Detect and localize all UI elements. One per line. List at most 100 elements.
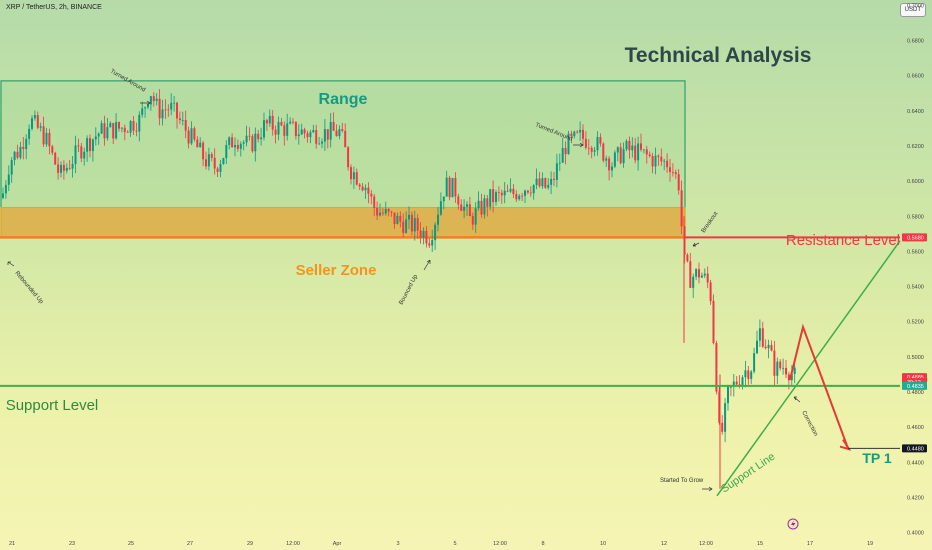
candle-body: [408, 214, 410, 220]
y-tick-label: 0.5000: [907, 355, 924, 361]
annotation-breakout: Breakout: [701, 211, 720, 234]
candle-body: [628, 140, 631, 151]
candle-body: [596, 137, 599, 151]
candle-body: [515, 194, 518, 200]
candle-body: [579, 129, 582, 133]
x-tick-label: 19: [867, 541, 873, 547]
candle-body: [381, 212, 384, 214]
candle-body: [410, 214, 413, 232]
candle-body: [109, 123, 112, 128]
candle-body: [787, 374, 790, 381]
candle-body: [593, 150, 596, 152]
projection-arrowhead: [839, 439, 852, 451]
candle-body: [36, 115, 39, 128]
candle-body: [439, 201, 442, 215]
candle-body: [42, 126, 45, 145]
candle-body: [599, 137, 602, 144]
candle-body: [74, 145, 77, 165]
candle-body: [236, 145, 239, 149]
candle-body: [213, 157, 216, 169]
candle-body: [637, 143, 640, 161]
candle-body: [135, 130, 138, 132]
candle-body: [555, 163, 558, 180]
candle-body: [184, 119, 187, 131]
candle-body: [132, 121, 135, 131]
annotation-started-to-grow: Started To Grow: [660, 478, 704, 484]
candle-body: [199, 142, 202, 148]
candle-body: [231, 137, 234, 148]
symbol-info: XRP / TetherUS, 2h, BINANCE: [6, 4, 102, 11]
x-tick-label: 12:00: [493, 541, 507, 547]
candle-body: [271, 115, 274, 130]
candle-body: [674, 172, 677, 175]
candle-body: [112, 123, 115, 139]
candle-body: [245, 135, 248, 143]
candle-body: [631, 145, 634, 151]
candle-body: [521, 195, 524, 197]
candle-body: [332, 121, 335, 131]
candle-body: [657, 155, 660, 157]
candle-body: [242, 142, 245, 144]
y-tick-label: 0.7000: [907, 3, 924, 9]
candle-body: [341, 129, 344, 131]
candle-body: [611, 166, 613, 171]
currency-button[interactable]: USDT: [899, 3, 926, 17]
candle-body: [437, 214, 439, 225]
candle-body: [187, 130, 190, 144]
candle-body: [315, 130, 318, 144]
candle-body: [622, 149, 625, 164]
candle-body: [129, 121, 132, 133]
candle-body: [54, 152, 57, 165]
arrow-rebounded-up: [7, 261, 15, 267]
candle-body: [460, 204, 463, 211]
candle-body: [309, 132, 312, 138]
candle-body: [756, 340, 758, 354]
candle-body: [161, 109, 164, 119]
candle-body: [550, 178, 553, 185]
candle-body: [587, 147, 590, 149]
candle-body: [292, 121, 294, 123]
y-tick-label: 0.4800: [907, 390, 924, 396]
candle-body: [680, 190, 683, 227]
candle-body: [698, 269, 700, 278]
candle-body: [732, 381, 735, 387]
candle-body: [689, 261, 692, 288]
candle-body: [173, 102, 176, 104]
candle-body: [39, 126, 42, 128]
candle-body: [152, 96, 155, 101]
x-tick-label: 12:00: [699, 541, 713, 547]
candle-body: [529, 192, 532, 194]
projection-path: [789, 323, 849, 449]
candle-body: [608, 158, 611, 171]
candle-body: [405, 219, 408, 233]
candle-body: [750, 371, 753, 379]
candle-body: [239, 143, 242, 149]
candle-body: [280, 122, 283, 126]
candle-body: [779, 361, 782, 369]
candle-body: [642, 149, 645, 151]
candle-body: [416, 218, 419, 231]
price-label-box: [902, 233, 927, 242]
candle-body: [526, 190, 529, 193]
candle-body: [434, 224, 437, 241]
candle-body: [773, 350, 776, 376]
y-tick-label: 0.4400: [907, 460, 924, 466]
candle-body: [329, 121, 332, 140]
candle-body: [202, 142, 205, 160]
candle-body: [402, 221, 405, 233]
candle-body: [344, 130, 347, 148]
candle-body: [210, 154, 213, 158]
candle-body: [590, 147, 593, 152]
candle-body: [602, 143, 605, 161]
candle-body: [785, 367, 787, 375]
candle-body: [10, 160, 13, 175]
x-tick-label: 21: [9, 541, 15, 547]
arrow-breakout: [692, 242, 700, 247]
candle-body: [747, 370, 750, 379]
candle-body: [170, 102, 173, 110]
candle-body: [764, 346, 767, 349]
candle-body: [268, 115, 271, 124]
lightning-icon[interactable]: [787, 518, 799, 530]
candle-body: [431, 240, 434, 246]
